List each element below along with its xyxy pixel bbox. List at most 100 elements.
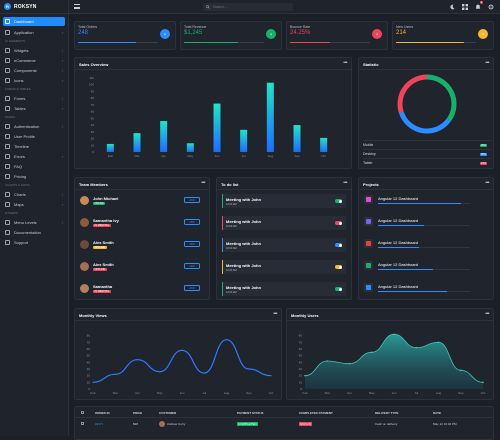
add-member-button[interactable]: ADD xyxy=(184,219,200,225)
x-tick-label: Mar xyxy=(113,391,118,395)
row-checkbox[interactable] xyxy=(81,422,84,425)
stat-progress-bar xyxy=(396,41,464,43)
more-options-icon[interactable]: ••• xyxy=(201,180,205,186)
more-options-icon[interactable]: ••• xyxy=(485,60,489,66)
add-member-button[interactable]: ADD xyxy=(184,197,200,203)
project-item[interactable]: Angular 12 Dashboard xyxy=(364,259,484,274)
menu-toggle-icon[interactable] xyxy=(74,4,80,9)
sidebar-item-support[interactable]: Support xyxy=(0,237,68,247)
todo-toggle[interactable] xyxy=(335,287,342,291)
sidebar-item-application[interactable]: Application › xyxy=(0,27,68,37)
y-tick-label: 40 xyxy=(91,123,95,127)
project-item[interactable]: Angular 12 Dashboard xyxy=(364,281,484,296)
area-fill xyxy=(305,334,483,389)
bar xyxy=(320,137,328,152)
sidebar-item-ecommerce[interactable]: eCommerce › xyxy=(0,55,68,65)
status-badge: OFFLINE xyxy=(93,246,107,249)
y-tick-label: 70 xyxy=(91,103,95,107)
sidebar-item-label: Menu Levels xyxy=(14,219,37,225)
header-checkbox[interactable] xyxy=(81,411,84,414)
sidebar-item-documentation[interactable]: Documentation xyxy=(0,227,68,237)
sidebar-item-charts[interactable]: Charts › xyxy=(0,189,68,199)
sidebar-item-user-profile[interactable]: User Profile xyxy=(0,131,68,141)
todo-toggle[interactable] xyxy=(335,265,342,269)
stat-progress-bar xyxy=(184,41,239,43)
todo-card: To do list ••• Meeting with John 10:00 AM… xyxy=(216,177,352,300)
orders-table-card: ORDER ID PRICE CUSTOMER PAYMENT STATUS COMPL… xyxy=(74,406,494,440)
bar xyxy=(293,125,301,152)
sidebar-item-timeline[interactable]: Timeline xyxy=(0,141,68,151)
data-point xyxy=(437,341,440,344)
form-icon xyxy=(5,95,10,101)
delivery-type: Cash on delivery xyxy=(375,422,398,426)
chart-icon xyxy=(5,191,10,197)
statistic-label: Mobile xyxy=(363,143,374,147)
more-options-icon[interactable]: ••• xyxy=(485,311,489,317)
add-member-button[interactable]: ADD xyxy=(184,241,200,247)
todo-toggle[interactable] xyxy=(335,243,342,247)
y-tick-label: 90 xyxy=(91,89,95,93)
data-point xyxy=(415,346,418,349)
sidebar-item-label: Tables xyxy=(14,105,26,111)
todo-toggle[interactable] xyxy=(335,199,342,203)
alert-icon xyxy=(5,153,10,159)
todo-time: 10:00 AM xyxy=(226,269,237,272)
customer-name: Andrew Curry xyxy=(167,422,186,426)
team-member-row: Alex Smith OFFLINE ADD xyxy=(78,236,206,253)
x-tick-label: May xyxy=(157,391,163,395)
project-item[interactable]: Angular 12 Dashboard xyxy=(364,215,484,230)
project-item[interactable]: Angular 12 Dashboard xyxy=(364,193,484,208)
y-tick-label: 40 xyxy=(87,360,91,364)
sidebar-item-forms[interactable]: Forms › xyxy=(0,93,68,103)
chevron-right-icon: › xyxy=(61,47,63,53)
x-tick-label: Sep xyxy=(458,391,464,395)
sidebar-item-menu-levels[interactable]: Menu Levels › xyxy=(0,217,68,227)
y-tick-label: 20 xyxy=(299,374,303,378)
sidebar-item-dashboard[interactable]: Dashboard xyxy=(3,17,65,26)
sidebar-item-pricing[interactable]: Pricing xyxy=(0,171,68,181)
project-item[interactable]: Angular 12 Dashboard xyxy=(364,237,484,252)
stat-value: 248 xyxy=(78,30,89,36)
data-point xyxy=(393,333,395,336)
todo-toggle[interactable] xyxy=(335,221,342,225)
apps-icon[interactable] xyxy=(461,3,468,10)
x-tick-label: Mar xyxy=(134,154,139,158)
logo[interactable]: R ROKSYN xyxy=(0,0,68,14)
search-box[interactable] xyxy=(203,3,293,11)
todo-color-bar xyxy=(222,238,223,252)
search-input[interactable] xyxy=(213,5,283,9)
more-options-icon[interactable]: ••• xyxy=(343,180,347,186)
more-options-icon[interactable]: ••• xyxy=(343,60,347,66)
notification-bell-icon[interactable]: 3 xyxy=(474,1,483,10)
more-options-icon[interactable]: ••• xyxy=(485,180,489,186)
sidebar-item-faq[interactable]: FAQ xyxy=(0,161,68,171)
sidebar-item-widgets[interactable]: Widgets › xyxy=(0,45,68,55)
stat-label: New Users xyxy=(396,25,414,29)
table-icon xyxy=(5,105,10,111)
bounce-icon: ● xyxy=(372,29,382,39)
sidebar-item-icons[interactable]: Icons › xyxy=(0,75,68,85)
statistic-badge: 25% xyxy=(479,143,487,147)
order-id[interactable]: #1071 xyxy=(95,422,104,426)
stat-label: Total Revenue xyxy=(184,25,207,29)
nav-section-header: OTHERS xyxy=(5,211,18,215)
sidebar-item-tables[interactable]: Tables › xyxy=(0,103,68,113)
y-tick-label: 30 xyxy=(91,130,95,134)
sidebar-item-components[interactable]: Components › xyxy=(0,65,68,75)
x-tick-label: Jun xyxy=(392,391,397,395)
x-tick-label: Apr xyxy=(161,154,166,158)
todo-item: Meeting with John 10:00 AM xyxy=(222,194,346,208)
theme-toggle-icon[interactable] xyxy=(448,3,455,10)
more-options-icon[interactable]: ••• xyxy=(273,311,277,317)
add-member-button[interactable]: ADD xyxy=(184,285,200,291)
bar xyxy=(133,133,141,152)
settings-gear-icon[interactable] xyxy=(487,3,494,10)
sidebar-item-errors[interactable]: Errors › xyxy=(0,151,68,161)
x-tick-label: Jun xyxy=(215,154,220,158)
sidebar-item-maps[interactable]: Maps › xyxy=(0,199,68,209)
todo-title: Meeting with John xyxy=(226,285,261,290)
order-date: May 12 10:46 PM xyxy=(433,422,457,426)
add-member-button[interactable]: ADD xyxy=(184,263,200,269)
sidebar-item-authentication[interactable]: Authentication › xyxy=(0,121,68,131)
